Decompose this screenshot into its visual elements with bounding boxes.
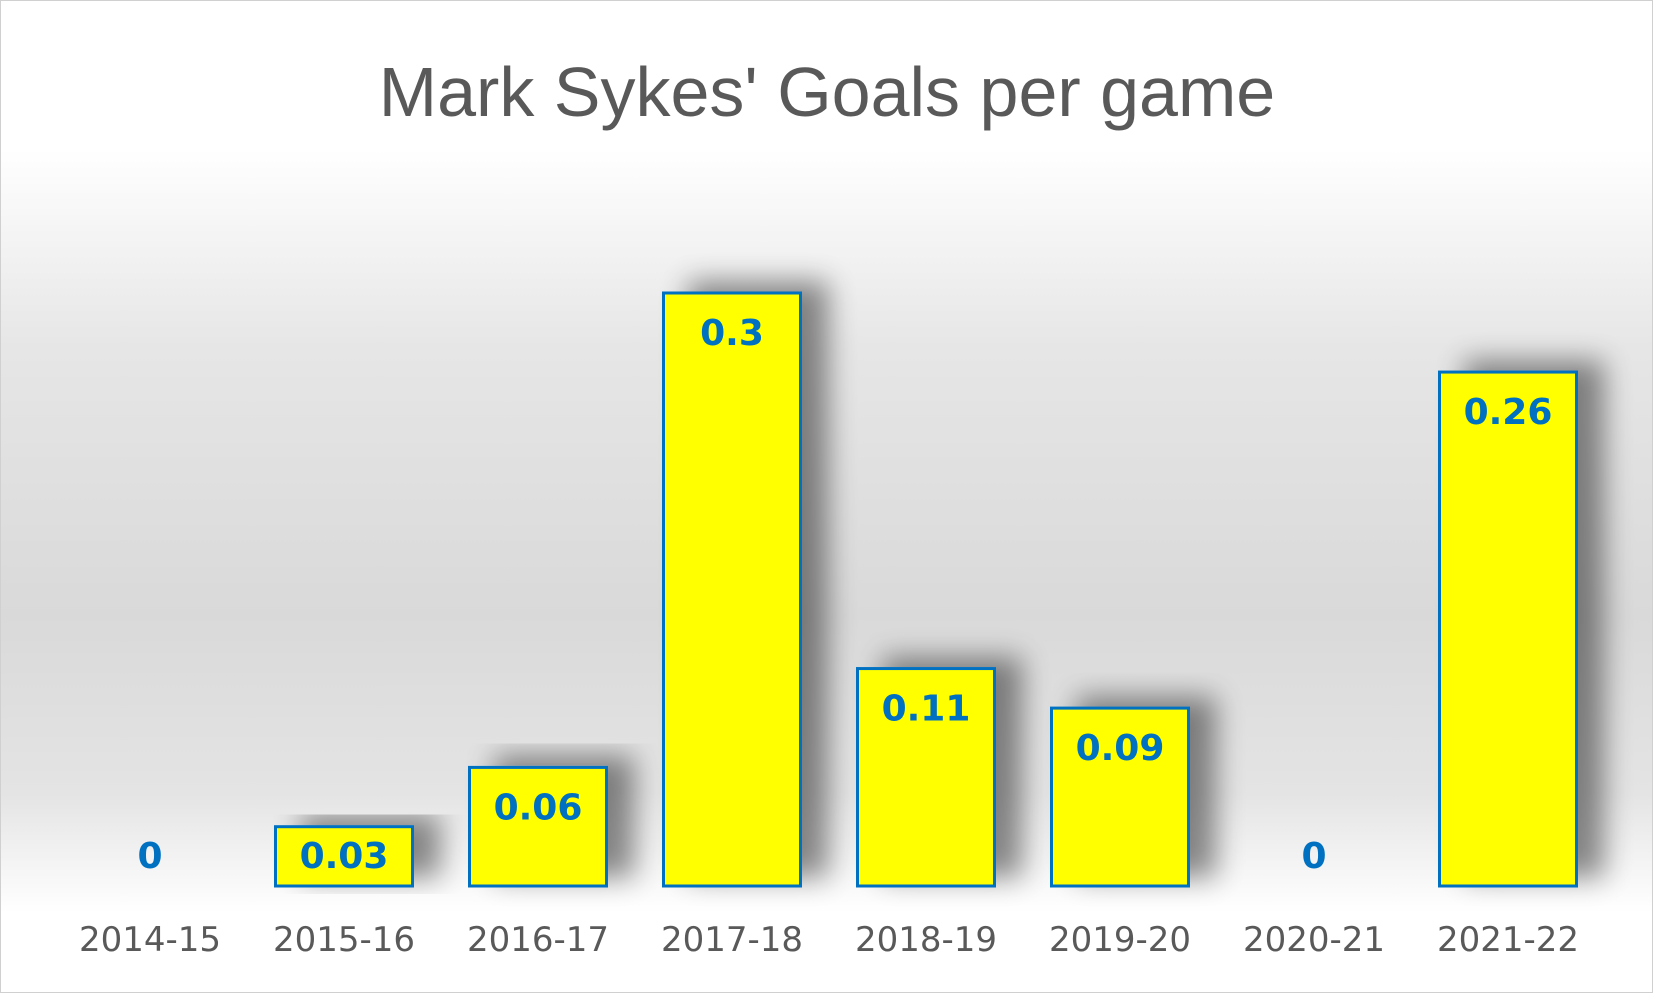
x-tick-label-2014-15: 2014-15: [79, 920, 221, 960]
x-tick-label-2019-20: 2019-20: [1049, 920, 1191, 960]
bar-2016-17: [468, 765, 608, 888]
x-tick-label-2015-16: 2015-16: [273, 920, 415, 960]
data-label-2021-22: 0.26: [1464, 392, 1553, 433]
x-tick-label-2016-17: 2016-17: [467, 920, 609, 960]
data-label-2019-20: 0.09: [1076, 728, 1165, 769]
x-tick-label-2021-22: 2021-22: [1437, 920, 1579, 960]
bar-2017-18: [662, 291, 802, 888]
bar-2018-19: [856, 667, 996, 888]
x-tick-label-2018-19: 2018-19: [855, 920, 997, 960]
data-label-2017-18: 0.3: [700, 313, 764, 354]
x-axis-tick-labels: 2014-15 2015-16 2016-17 2017-18 2018-19 2019-…: [79, 920, 1579, 960]
x-tick-label-2020-21: 2020-21: [1243, 920, 1385, 960]
data-label-2014-15: 0: [137, 836, 162, 877]
bar-2021-22: [1438, 370, 1578, 888]
bar-2015-16: [274, 825, 414, 888]
bars-layer: [274, 291, 1578, 888]
data-label-2016-17: 0.06: [494, 787, 583, 828]
data-label-2020-21: 0: [1301, 836, 1326, 877]
bar-2019-20: [1050, 706, 1190, 888]
data-label-2015-16: 0.03: [300, 836, 389, 877]
data-label-2018-19: 0.11: [882, 689, 971, 730]
x-tick-label-2017-18: 2017-18: [661, 920, 803, 960]
chart-title: Mark Sykes' Goals per game: [379, 53, 1275, 131]
data-labels-layer: 0 0.03 0.06 0.3 0.11 0.09 0 0.26: [137, 313, 1552, 877]
